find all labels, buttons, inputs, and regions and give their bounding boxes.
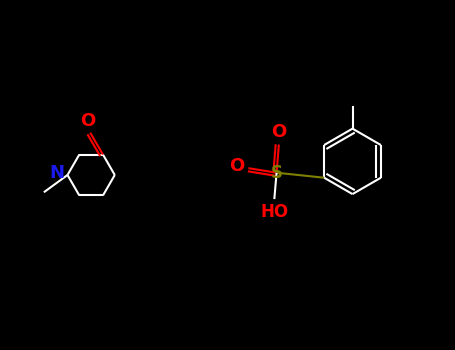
Text: N: N (50, 164, 65, 182)
Text: HO: HO (260, 203, 288, 221)
Text: O: O (81, 112, 96, 131)
Text: S: S (271, 164, 283, 182)
Text: O: O (271, 123, 287, 141)
Text: O: O (229, 157, 245, 175)
